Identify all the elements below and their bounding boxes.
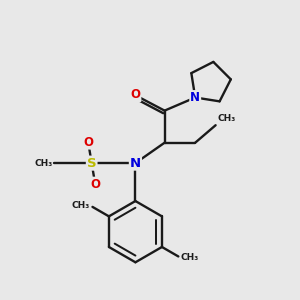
Text: CH₃: CH₃: [181, 254, 199, 262]
Text: CH₃: CH₃: [72, 201, 90, 210]
Text: O: O: [83, 136, 93, 148]
Text: O: O: [130, 88, 140, 101]
Text: S: S: [87, 157, 97, 169]
Text: CH₃: CH₃: [218, 114, 236, 123]
Text: CH₃: CH₃: [34, 159, 52, 168]
Text: N: N: [130, 157, 141, 169]
Text: N: N: [190, 91, 200, 104]
Text: O: O: [90, 178, 100, 190]
